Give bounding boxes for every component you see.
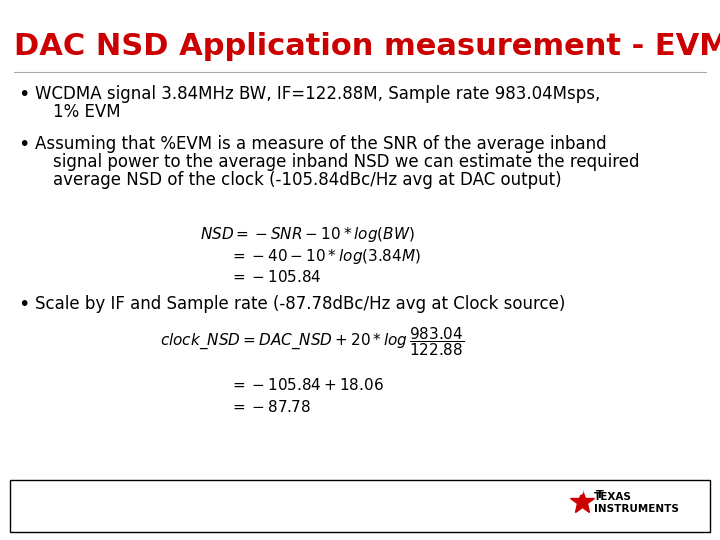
Text: $= -40 - 10*log(3.84M)$: $= -40 - 10*log(3.84M)$ [230,247,421,266]
Text: T: T [596,490,604,500]
Text: $= -105.84 + 18.06$: $= -105.84 + 18.06$ [230,377,384,393]
Text: $clock\_NSD = DAC\_NSD + 20*log\,\dfrac{983.04}{122.88}$: $clock\_NSD = DAC\_NSD + 20*log\,\dfrac{… [160,325,464,358]
Text: signal power to the average inband NSD we can estimate the required: signal power to the average inband NSD w… [53,153,639,171]
FancyBboxPatch shape [10,480,710,532]
Text: DAC NSD Application measurement - EVM: DAC NSD Application measurement - EVM [14,32,720,61]
Text: •: • [18,85,30,104]
Text: •: • [18,135,30,154]
Text: Scale by IF and Sample rate (-87.78dBc/Hz avg at Clock source): Scale by IF and Sample rate (-87.78dBc/H… [35,295,565,313]
Text: average NSD of the clock (-105.84dBc/Hz avg at DAC output): average NSD of the clock (-105.84dBc/Hz … [53,171,562,189]
Text: TEXAS
INSTRUMENTS: TEXAS INSTRUMENTS [594,492,679,515]
Text: •: • [18,295,30,314]
Text: WCDMA signal 3.84MHz BW, IF=122.88M, Sample rate 983.04Msps,: WCDMA signal 3.84MHz BW, IF=122.88M, Sam… [35,85,600,103]
Text: 1% EVM: 1% EVM [53,103,121,121]
Text: $= -87.78$: $= -87.78$ [230,399,311,415]
Text: ⬤: ⬤ [576,488,584,495]
Text: Assuming that %EVM is a measure of the SNR of the average inband: Assuming that %EVM is a measure of the S… [35,135,607,153]
Text: $= -105.84$: $= -105.84$ [230,269,322,285]
Text: $NSD = -SNR - 10*log(BW)$: $NSD = -SNR - 10*log(BW)$ [200,225,415,244]
